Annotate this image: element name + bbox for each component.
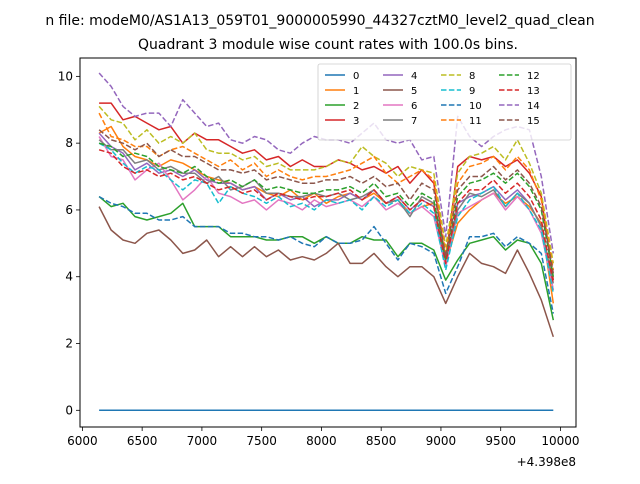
y-tick-label: 10 [58, 69, 73, 83]
x-tick-label: 6000 [67, 434, 98, 448]
legend-label-4: 4 [411, 71, 417, 82]
legend-label-15: 15 [527, 116, 540, 127]
x-tick-label: 10000 [541, 434, 579, 448]
x-tick-label: 6500 [127, 434, 158, 448]
legend-label-3: 3 [353, 116, 359, 127]
legend-label-14: 14 [527, 101, 540, 112]
series-line-6 [98, 136, 555, 291]
series-line-12 [98, 142, 555, 277]
legend-label-1: 1 [353, 86, 359, 97]
y-tick-label: 6 [65, 203, 73, 217]
x-tick-label: 8000 [306, 434, 337, 448]
series-line-10 [98, 195, 555, 314]
legend-label-11: 11 [469, 116, 482, 127]
y-tick-label: 2 [65, 337, 73, 351]
x-tick-label: 7000 [187, 434, 218, 448]
series-line-9 [98, 142, 555, 294]
series-line-1 [98, 125, 555, 304]
y-tick-label: 8 [65, 136, 73, 150]
x-axis-offset-label: +4.398e8 [517, 455, 576, 469]
y-axis: 0 2 4 6 8 10 [58, 69, 80, 417]
x-axis: 6000 6500 7000 7500 8000 8500 9000 9500 10000 [67, 427, 580, 448]
series-line-5 [98, 206, 555, 338]
series-line-13 [98, 149, 555, 284]
legend-label-0: 0 [353, 71, 359, 82]
y-tick-label: 0 [65, 403, 73, 417]
x-tick-label: 8500 [366, 434, 397, 448]
series-line-8 [98, 105, 555, 264]
legend-label-13: 13 [527, 86, 540, 97]
legend-label-6: 6 [411, 101, 417, 112]
chart-title: Quadrant 3 module wise count rates with … [138, 37, 518, 53]
legend-label-7: 7 [411, 116, 417, 127]
y-tick-label: 4 [65, 270, 73, 284]
figure-title: n file: modeM0/AS1A13_059T01_9000005990_… [45, 13, 594, 29]
series-line-2 [98, 196, 555, 321]
series-line-11 [98, 112, 555, 271]
x-tick-label: 7500 [246, 434, 277, 448]
series-line-15 [98, 129, 555, 274]
legend-label-9: 9 [469, 86, 475, 97]
series-line-4 [98, 132, 555, 291]
legend-label-2: 2 [353, 101, 359, 112]
legend-label-12: 12 [527, 71, 540, 82]
legend-label-10: 10 [469, 101, 482, 112]
x-tick-label: 9000 [426, 434, 457, 448]
x-tick-label: 9500 [485, 434, 516, 448]
plot-frame [79, 57, 577, 428]
legend-box [317, 63, 572, 141]
legend-label-8: 8 [469, 71, 475, 82]
legend-label-5: 5 [411, 86, 417, 97]
